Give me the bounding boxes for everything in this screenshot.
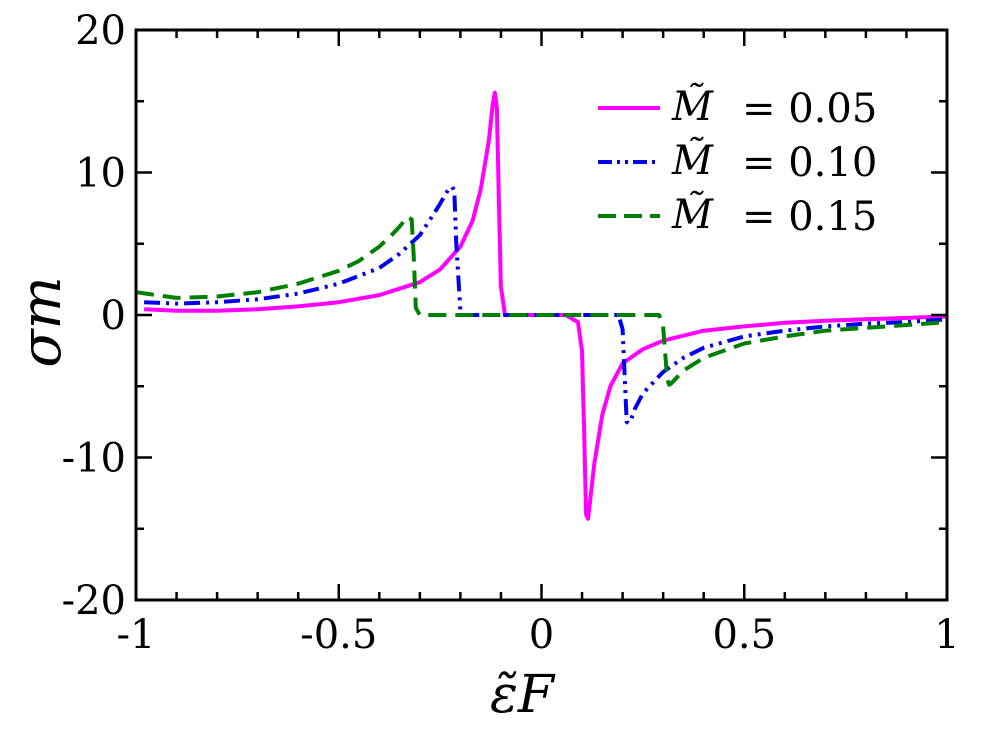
y-tick-label: 20 <box>75 8 126 54</box>
legend-symbol: M̃ <box>671 83 714 130</box>
x-tick-label: 0 <box>529 612 554 658</box>
series-line-3 <box>135 214 948 387</box>
y-tick-label: -20 <box>62 578 126 624</box>
series-line-2 <box>144 184 948 426</box>
x-tick-label: -0.5 <box>300 612 377 658</box>
y-axis-label: σm <box>9 276 74 367</box>
legend-value: = 0.05 <box>742 86 877 132</box>
legend: M̃ = 0.05 M̃ = 0.10 M̃ = 0.15 <box>598 83 877 240</box>
legend-value: = 0.10 <box>742 140 877 186</box>
y-tick-label: -10 <box>62 436 126 482</box>
x-tick-label: 0.5 <box>712 612 776 658</box>
legend-symbol: M̃ <box>671 137 714 184</box>
y-tick-label: 10 <box>75 151 126 197</box>
legend-symbol: M̃ <box>671 191 714 238</box>
x-tick-label: 1 <box>934 612 959 658</box>
series-layer <box>135 90 948 521</box>
x-tick-label: -1 <box>117 612 156 658</box>
tick-layer: -1 -0.5 0 0.5 1 -20 -10 0 10 20 <box>62 8 960 658</box>
y-tick-label: 0 <box>101 293 126 339</box>
legend-value: = 0.15 <box>742 194 877 240</box>
x-axis-label: ε̃F <box>490 665 556 725</box>
